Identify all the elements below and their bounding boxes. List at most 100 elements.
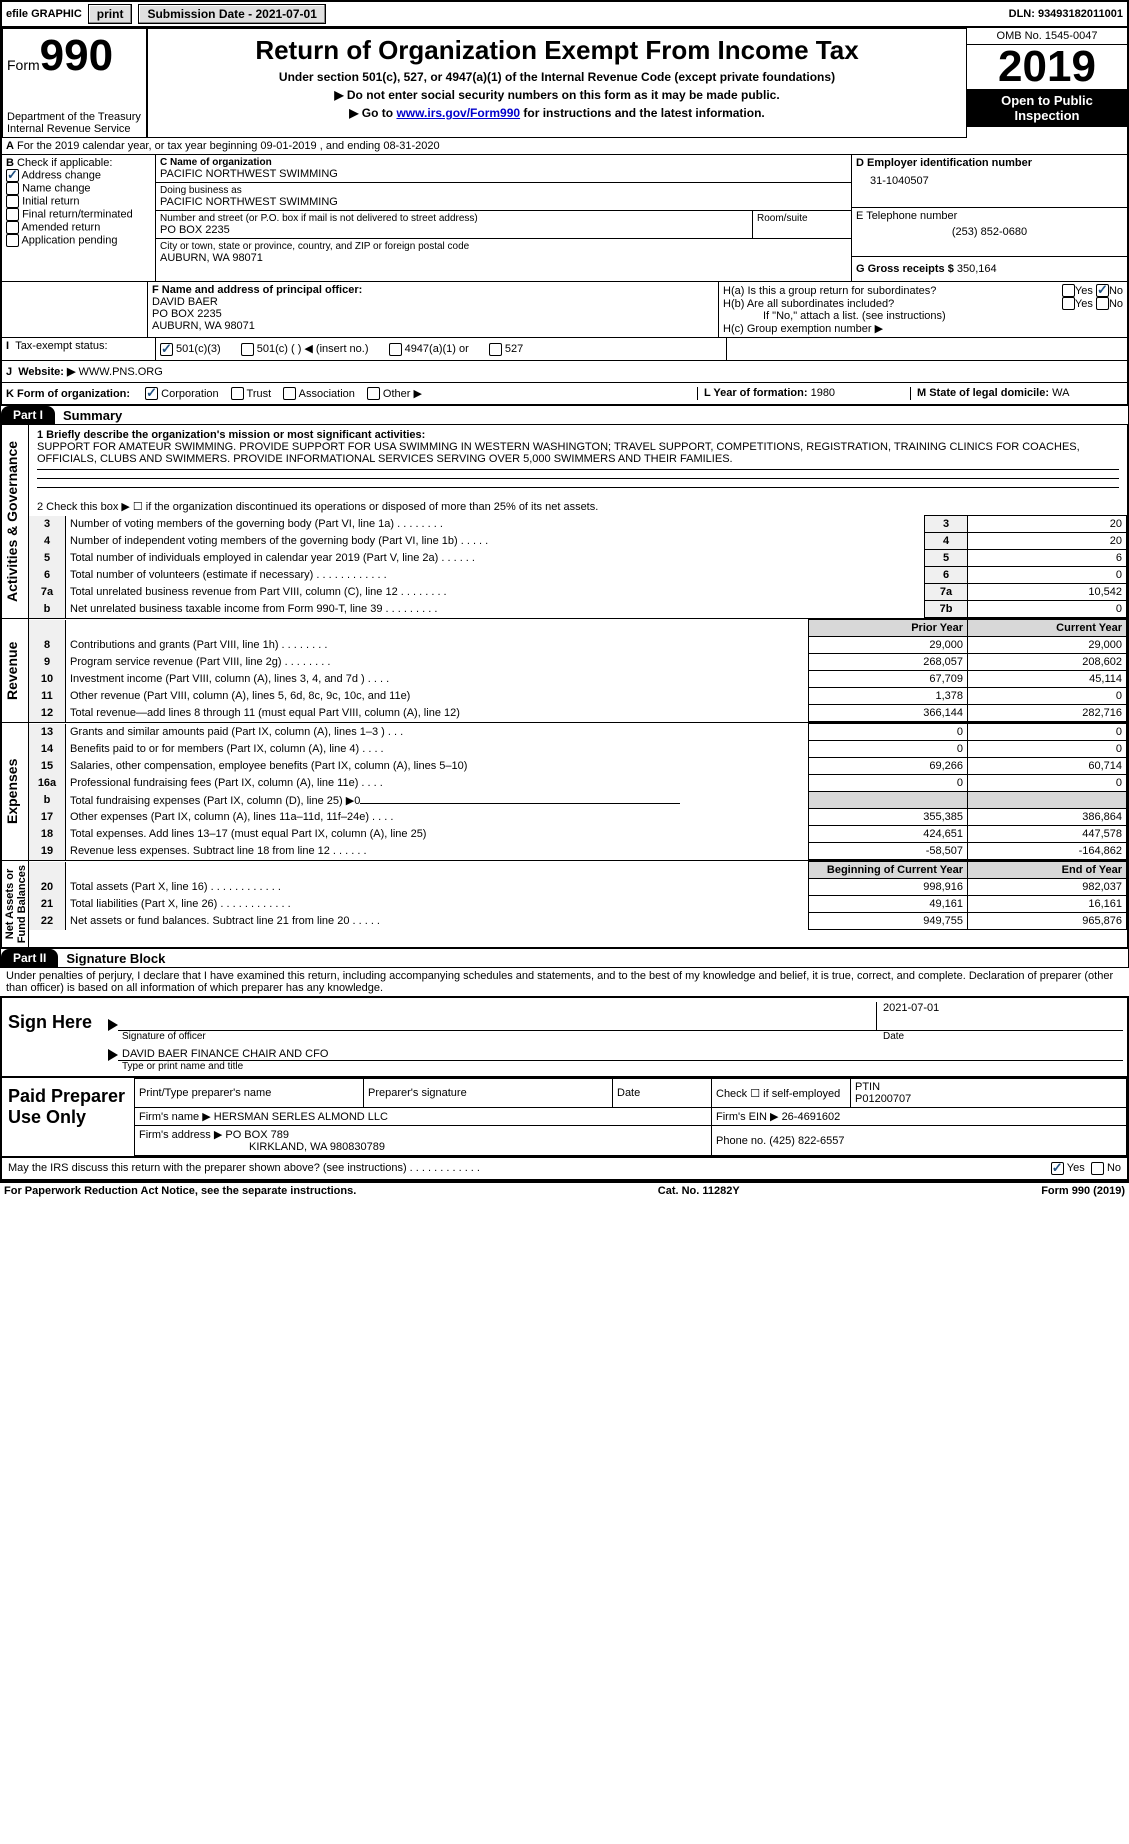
footer-left: For Paperwork Reduction Act Notice, see … <box>4 1185 356 1197</box>
k-opt-checkbox[interactable] <box>145 387 158 400</box>
checkbox[interactable] <box>6 182 19 195</box>
tax-status-label: Tax-exempt status: <box>15 340 107 352</box>
header-right: OMB No. 1545-0047 2019 Open to Public In… <box>967 28 1127 138</box>
mission-q: 1 Briefly describe the organization's mi… <box>37 429 425 441</box>
j-row: J Website: ▶ WWW.PNS.ORG <box>0 360 1129 383</box>
period-line: A For the 2019 calendar year, or tax yea… <box>0 138 1129 155</box>
discuss-yes-checkbox[interactable] <box>1051 1162 1064 1175</box>
phone-label: E Telephone number <box>856 210 1123 222</box>
checkbox[interactable] <box>6 221 19 234</box>
c-label: C Name of organization <box>160 157 272 168</box>
form-title: Return of Organization Exempt From Incom… <box>152 35 962 66</box>
firm-name: HERSMAN SERLES ALMOND LLC <box>214 1111 388 1123</box>
footer-right: Form 990 (2019) <box>1041 1185 1125 1197</box>
officer-addr2: AUBURN, WA 98071 <box>152 320 714 332</box>
checkbox[interactable] <box>6 234 19 247</box>
dept-treasury: Department of the Treasury <box>7 111 142 123</box>
box-b-item: Address change <box>6 169 151 182</box>
box-c: C Name of organization PACIFIC NORTHWEST… <box>156 155 851 281</box>
ha-no-checkbox[interactable] <box>1096 284 1109 297</box>
tax-opt-checkbox[interactable] <box>489 343 502 356</box>
hb-yes-checkbox[interactable] <box>1062 297 1075 310</box>
m-label: M State of legal domicile: <box>917 387 1049 399</box>
hb-no-checkbox[interactable] <box>1096 297 1109 310</box>
ein-value: 31-1040507 <box>870 175 1123 187</box>
checkbox[interactable] <box>6 195 19 208</box>
table-row: 10Investment income (Part VIII, column (… <box>29 671 1127 688</box>
table-row: 6Total number of volunteers (estimate if… <box>29 567 1127 584</box>
box-b-item: Initial return <box>6 195 151 208</box>
discuss-row: May the IRS discuss this return with the… <box>0 1158 1129 1181</box>
checkbox[interactable] <box>6 208 19 221</box>
begin-year-hdr: Beginning of Current Year <box>809 862 968 879</box>
expenses-block: Expenses 13Grants and similar amounts pa… <box>0 722 1129 860</box>
print-button[interactable]: print <box>88 4 133 24</box>
klm-row: K Form of organization: Corporation Trus… <box>0 383 1129 406</box>
table-row: 8Contributions and grants (Part VIII, li… <box>29 637 1127 654</box>
org-name: PACIFIC NORTHWEST SWIMMING <box>160 168 847 180</box>
form-number: 990 <box>40 31 113 80</box>
officer-addr1: PO BOX 2235 <box>152 308 714 320</box>
sig-officer-label: Signature of officer <box>122 1031 206 1042</box>
k-opt-checkbox[interactable] <box>283 387 296 400</box>
officer-typed-name: DAVID BAER FINANCE CHAIR AND CFO <box>118 1048 1123 1061</box>
firm-name-label: Firm's name ▶ <box>139 1111 211 1123</box>
ptin-label: PTIN <box>855 1081 1122 1093</box>
discuss-no-checkbox[interactable] <box>1091 1162 1104 1175</box>
form-box: Form990 Department of the Treasury Inter… <box>2 28 147 138</box>
irs-link[interactable]: www.irs.gov/Form990 <box>396 106 520 120</box>
table-row: 20Total assets (Part X, line 16) . . . .… <box>29 879 1127 896</box>
box-b: B Check if applicable: Address change Na… <box>2 155 156 281</box>
table-row: 15Salaries, other compensation, employee… <box>29 758 1127 775</box>
l-label: L Year of formation: <box>704 387 808 399</box>
line2: 2 Check this box ▶ ☐ if the organization… <box>29 498 1127 515</box>
officer-label: F Name and address of principal officer: <box>152 284 362 296</box>
table-row: 18Total expenses. Add lines 13–17 (must … <box>29 826 1127 843</box>
sig-date-label: Date <box>883 1031 1123 1042</box>
city-state-zip: AUBURN, WA 98071 <box>160 252 847 264</box>
table-row: 13Grants and similar amounts paid (Part … <box>29 724 1127 741</box>
vlabel-expenses: Expenses <box>2 723 29 860</box>
irs-label: Internal Revenue Service <box>7 123 142 135</box>
k-opt-checkbox[interactable] <box>367 387 380 400</box>
part2-header: Part II Signature Block <box>0 948 1129 968</box>
tax-year: 2019 <box>967 45 1127 89</box>
submission-date-button[interactable]: Submission Date - 2021-07-01 <box>138 4 325 24</box>
tax-opt-checkbox[interactable] <box>160 343 173 356</box>
summary-block: Activities & Governance 1 Briefly descri… <box>0 425 1129 618</box>
m-value: WA <box>1052 387 1069 399</box>
part1-tab: Part I <box>1 406 55 424</box>
efile-label: efile GRAPHIC <box>6 8 82 20</box>
discuss-q: May the IRS discuss this return with the… <box>8 1162 1051 1175</box>
penalties-text: Under penalties of perjury, I declare th… <box>0 968 1129 996</box>
table-row: 21Total liabilities (Part X, line 26) . … <box>29 896 1127 913</box>
box-h: H(a) Is this a group return for subordin… <box>719 282 1127 337</box>
name-title-label: Type or print name and title <box>122 1061 1123 1072</box>
part1-title: Summary <box>63 408 122 423</box>
hb-note: If "No," attach a list. (see instruction… <box>763 310 1123 322</box>
period-text: For the 2019 calendar year, or tax year … <box>17 140 440 152</box>
hc-label: H(c) Group exemption number ▶ <box>723 322 1123 335</box>
firm-addr1: PO BOX 789 <box>225 1129 289 1141</box>
table-row: 12Total revenue—add lines 8 through 11 (… <box>29 705 1127 722</box>
ha-yes-checkbox[interactable] <box>1062 284 1075 297</box>
city-label: City or town, state or province, country… <box>160 241 847 252</box>
tax-opt-checkbox[interactable] <box>389 343 402 356</box>
sign-here-block: Sign Here 2021-07-01 Signature of office… <box>0 996 1129 1078</box>
k-opt-checkbox[interactable] <box>231 387 244 400</box>
box-f: F Name and address of principal officer:… <box>148 282 719 337</box>
table-row: 4Number of independent voting members of… <box>29 533 1127 550</box>
sig-arrow-icon <box>108 1019 118 1031</box>
table-row: 16aProfessional fundraising fees (Part I… <box>29 775 1127 792</box>
box-b-item: Final return/terminated <box>6 208 151 221</box>
dln-label: DLN: 93493182011001 <box>1009 8 1123 20</box>
checkbox[interactable] <box>6 169 19 182</box>
ein-label: D Employer identification number <box>856 157 1032 169</box>
table-row: 5Total number of individuals employed in… <box>29 550 1127 567</box>
ptin-value: P01200707 <box>855 1093 1122 1105</box>
sign-here-label: Sign Here <box>2 998 104 1076</box>
dba-name: PACIFIC NORTHWEST SWIMMING <box>160 196 847 208</box>
tax-opt-checkbox[interactable] <box>241 343 254 356</box>
fh-block: F Name and address of principal officer:… <box>0 281 1129 337</box>
table-row: 9Program service revenue (Part VIII, lin… <box>29 654 1127 671</box>
